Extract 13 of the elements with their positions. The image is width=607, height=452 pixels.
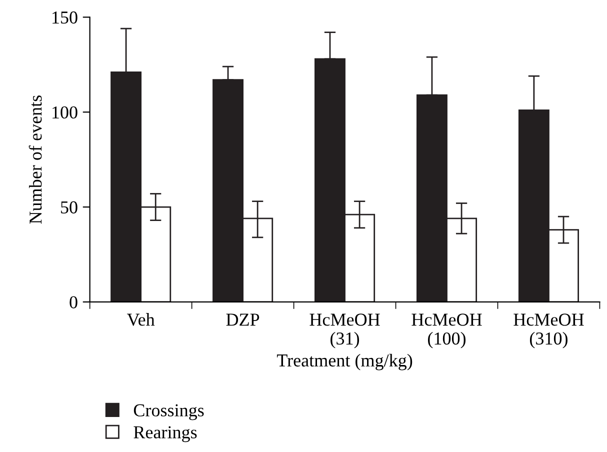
legend-label: Crossings (134, 404, 204, 420)
legend-label: Rearings (134, 426, 197, 442)
x-tick-label: Veh (126, 313, 155, 326)
x-tick-label: HcMeOH (310) (514, 314, 584, 348)
x-tick-label: HcMeOH (100) (412, 314, 482, 348)
y-tick-label: 0 (70, 296, 78, 308)
y-tick-label: 100 (52, 106, 78, 119)
y-tick-label: 150 (52, 11, 78, 24)
x-axis-title: Treatment (mg/kg) (276, 354, 412, 370)
x-tick-label: DZP (226, 314, 260, 326)
y-tick-label: 50 (61, 201, 78, 214)
y-axis-title: Number of events (28, 96, 42, 224)
x-tick-label: HcMeOH (31) (310, 314, 380, 348)
